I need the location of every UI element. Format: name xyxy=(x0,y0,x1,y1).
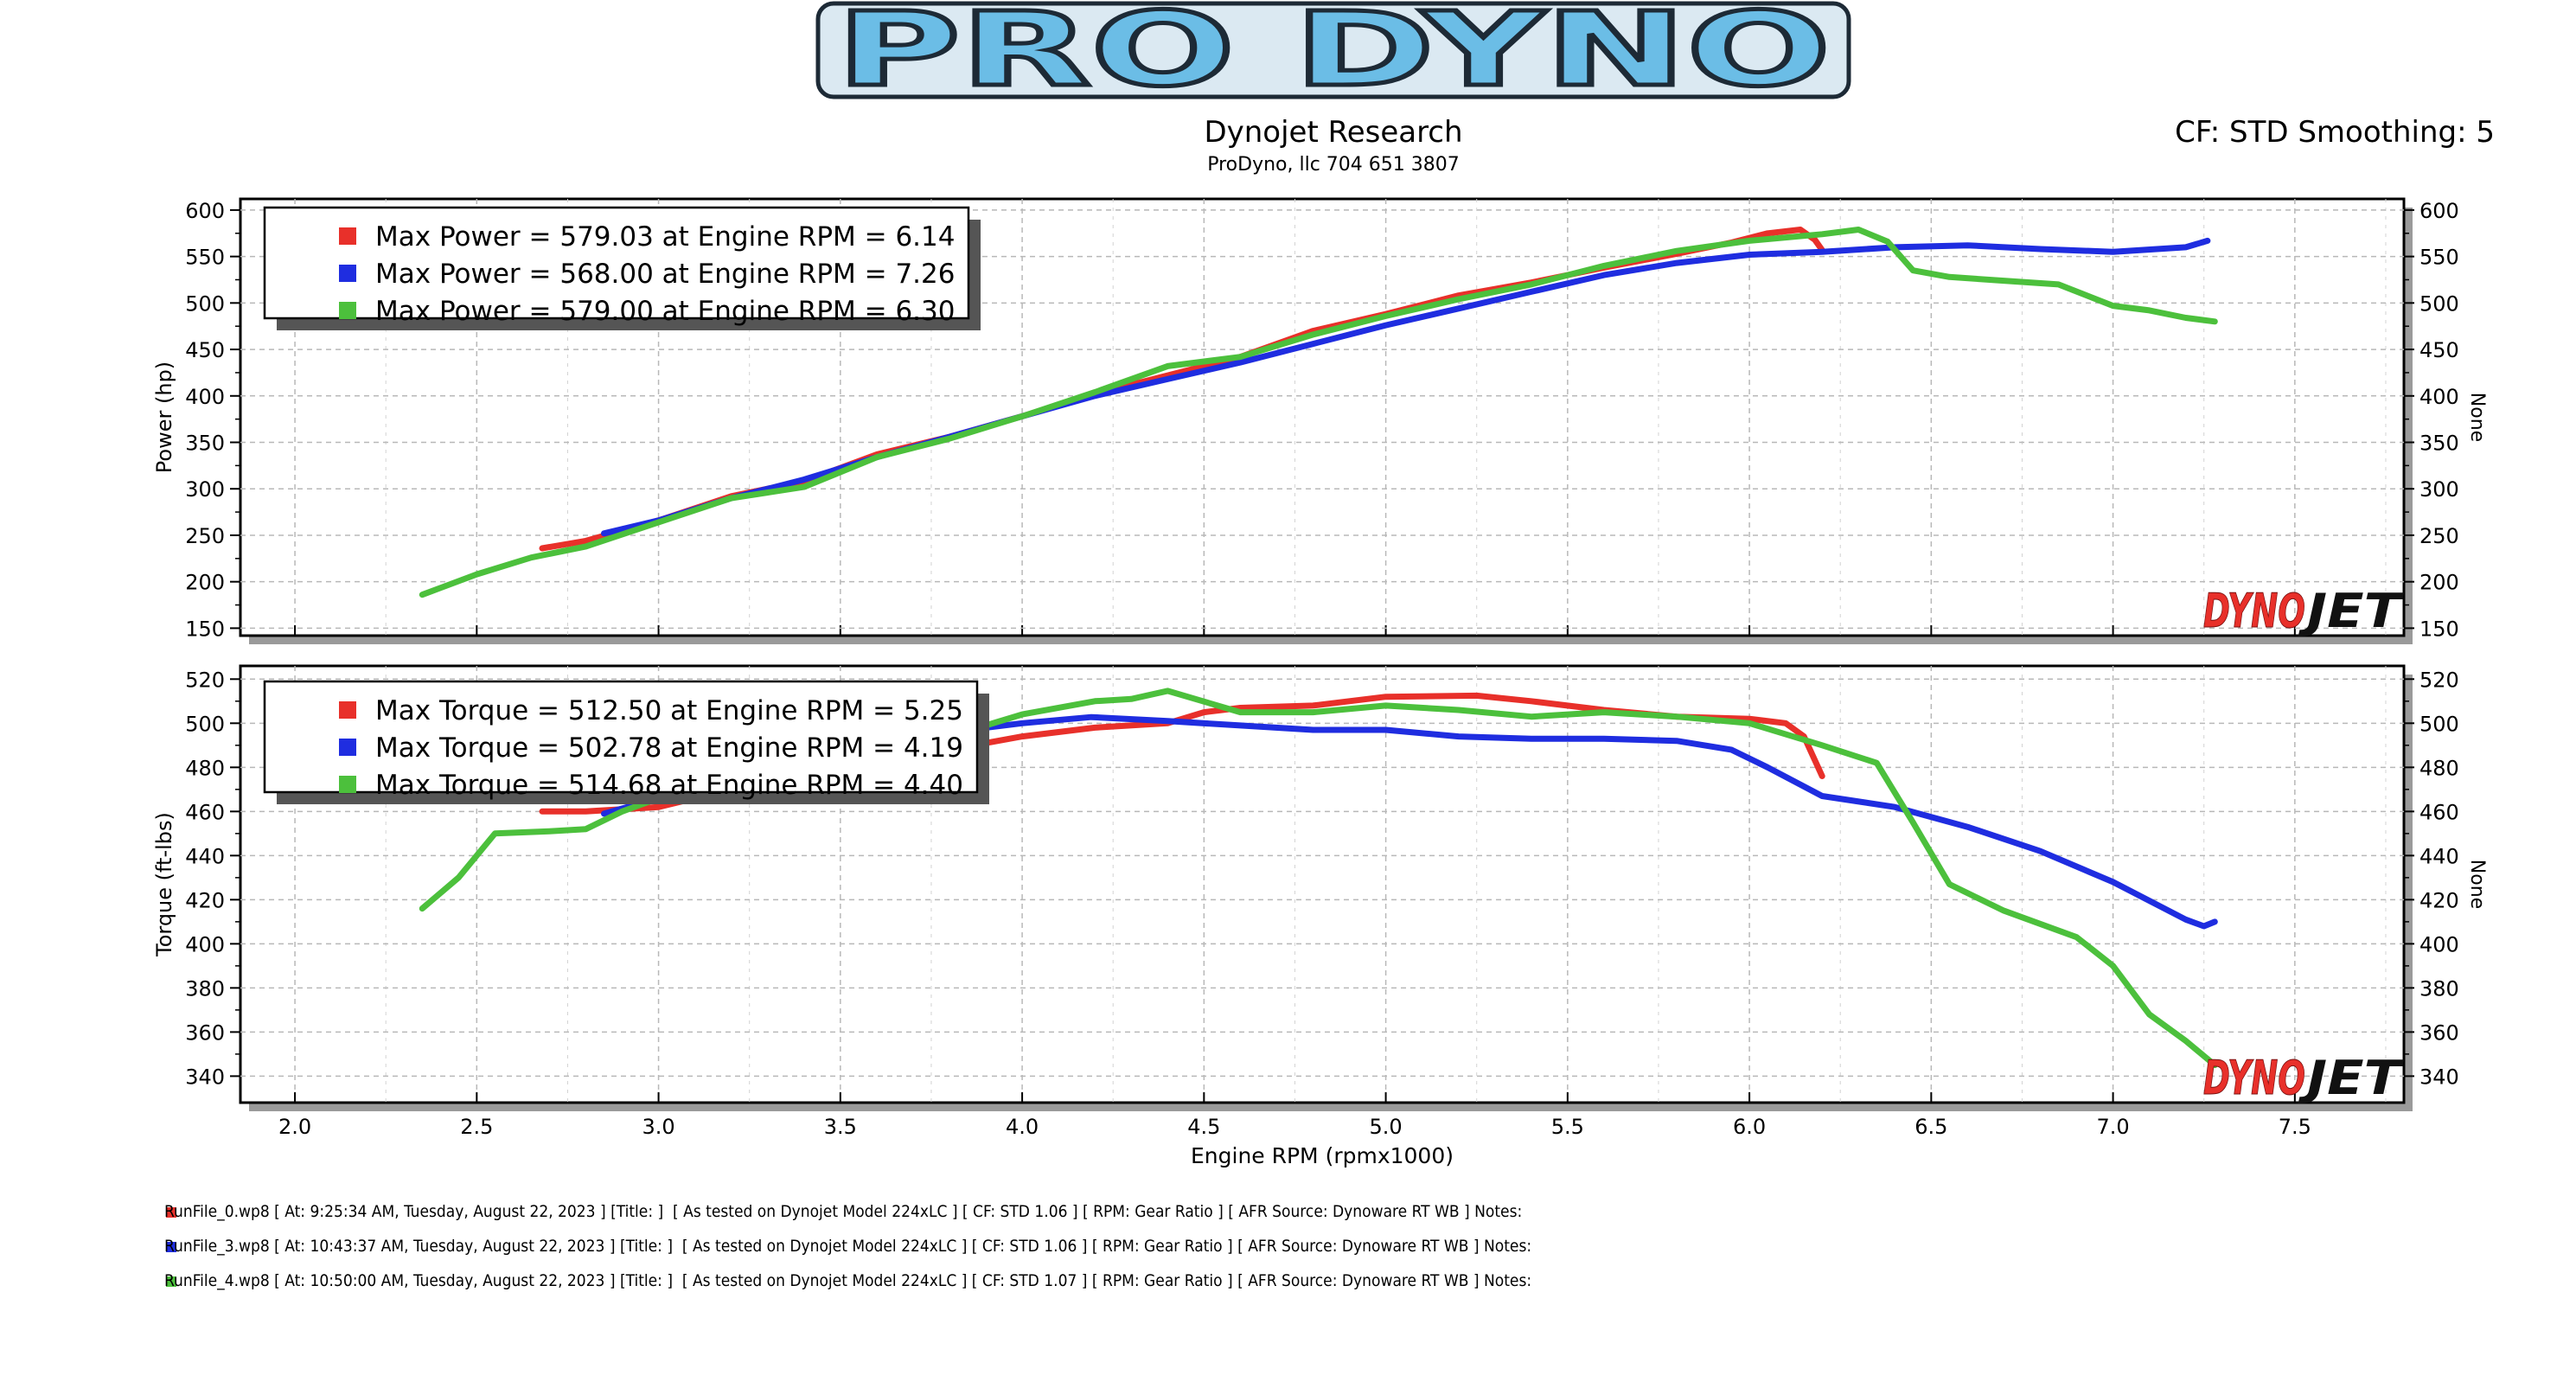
y-tick-label-right: 200 xyxy=(2419,571,2459,595)
y-tick-label: 360 xyxy=(185,1020,225,1045)
y-axis-label: Torque (ft-lbs) xyxy=(152,812,176,957)
x-tick-label: 6.5 xyxy=(1914,1115,1947,1139)
x-tick-label: 3.0 xyxy=(642,1115,674,1139)
y-tick-label-right: 500 xyxy=(2419,291,2459,316)
x-tick-label: 3.5 xyxy=(824,1115,857,1139)
x-tick-label: 5.0 xyxy=(1370,1115,1403,1139)
y-tick-label: 350 xyxy=(185,432,225,456)
x-tick-label: 4.5 xyxy=(1187,1115,1220,1139)
y-tick-label-right: 380 xyxy=(2419,976,2459,1001)
y-tick-label-right: 500 xyxy=(2419,712,2459,736)
y-tick-label: 550 xyxy=(185,246,225,270)
legend-entry-1: Max Power = 568.00 at Engine RPM = 7.26 xyxy=(375,259,955,290)
y-axis-label-right: None xyxy=(2466,393,2488,442)
legend-entry-0: Max Power = 579.03 at Engine RPM = 6.14 xyxy=(375,221,955,253)
y-axis-label: Power (hp) xyxy=(152,361,176,473)
legend-entry-0: Max Torque = 512.50 at Engine RPM = 5.25 xyxy=(375,695,963,726)
y-tick-label: 150 xyxy=(185,617,225,641)
torque-chart: 340 340 360 360 380 380 400 400 420 420 440 440 460 4… xyxy=(152,664,2488,1168)
x-tick-label: 6.0 xyxy=(1733,1115,1766,1139)
y-tick-label-right: 440 xyxy=(2419,844,2459,868)
legend-entry-1: Max Torque = 502.78 at Engine RPM = 4.19 xyxy=(375,732,963,764)
legend-entry-2: Max Torque = 514.68 at Engine RPM = 4.40 xyxy=(375,770,963,801)
pro-dyno-logo: PRO DYNO xyxy=(815,0,1851,112)
y-tick-label-right: 400 xyxy=(2419,932,2459,956)
y-tick-label-right: 520 xyxy=(2419,668,2459,692)
y-tick-label-right: 360 xyxy=(2419,1020,2459,1045)
y-tick-label-right: 350 xyxy=(2419,432,2459,456)
legend-swatch-1 xyxy=(339,739,356,756)
y-tick-label: 600 xyxy=(185,199,225,223)
x-tick-label: 7.5 xyxy=(2279,1115,2311,1139)
y-tick-label: 300 xyxy=(185,477,225,502)
y-tick-label: 420 xyxy=(185,888,225,912)
y-tick-label-right: 480 xyxy=(2419,756,2459,780)
y-tick-label: 440 xyxy=(185,844,225,868)
logo-text: PRO DYNO xyxy=(836,0,1831,109)
legend-swatch-2 xyxy=(339,302,356,319)
y-tick-label-right: 300 xyxy=(2419,477,2459,502)
y-tick-label-right: 450 xyxy=(2419,338,2459,362)
y-tick-label-right: 420 xyxy=(2419,888,2459,912)
cf-smoothing-info: CF: STD Smoothing: 5 xyxy=(2175,115,2495,150)
y-tick-label: 480 xyxy=(185,756,225,780)
chart-subtitle: ProDyno, llc 704 651 3807 xyxy=(1207,154,1460,176)
x-tick-label: 4.0 xyxy=(1006,1115,1039,1139)
run-3-color-marker xyxy=(166,1242,176,1252)
run-file-0: RunFile_0.wp8 [ At: 9:25:34 AM, Tuesday,… xyxy=(164,1202,1523,1221)
series-line-2 xyxy=(419,227,2218,598)
x-axis-label: Engine RPM (rpmx1000) xyxy=(1191,1143,1454,1168)
y-tick-label: 450 xyxy=(185,338,225,362)
y-tick-label: 250 xyxy=(185,524,225,548)
y-tick-label: 380 xyxy=(185,976,225,1001)
y-tick-label: 500 xyxy=(185,291,225,316)
chart-title: Dynojet Research xyxy=(1204,115,1462,150)
y-axis-label-right: None xyxy=(2466,860,2488,909)
watermark-dyno: DYNO xyxy=(2203,1051,2305,1105)
y-tick-label-right: 340 xyxy=(2419,1065,2459,1089)
y-tick-label: 200 xyxy=(185,571,225,595)
y-tick-label: 340 xyxy=(185,1065,225,1089)
y-tick-label-right: 250 xyxy=(2419,524,2459,548)
y-tick-label-right: 150 xyxy=(2419,617,2459,641)
x-tick-label: 2.0 xyxy=(278,1115,311,1139)
watermark-dyno: DYNO xyxy=(2203,584,2305,638)
run-4-color-marker xyxy=(166,1276,176,1287)
x-tick-label: 2.5 xyxy=(460,1115,493,1139)
legend-box xyxy=(263,206,970,320)
x-tick-label: 5.5 xyxy=(1551,1115,1584,1139)
y-tick-label-right: 550 xyxy=(2419,246,2459,270)
series-line-2 xyxy=(419,688,2218,1069)
y-tick-label-right: 460 xyxy=(2419,800,2459,824)
legend-swatch-0 xyxy=(339,701,356,719)
y-tick-label: 400 xyxy=(185,932,225,956)
power-chart: 150 150 200 200 250 250 300 300 350 350 400 400 450 4… xyxy=(152,197,2488,644)
legend-swatch-0 xyxy=(339,227,356,245)
y-tick-label: 400 xyxy=(185,385,225,409)
watermark-jet: JET xyxy=(2298,1051,2405,1105)
legend-swatch-2 xyxy=(339,776,356,793)
y-tick-label: 460 xyxy=(185,800,225,824)
watermark-jet: JET xyxy=(2298,584,2405,638)
run-file-4: RunFile_4.wp8 [ At: 10:50:00 AM, Tuesday… xyxy=(164,1271,1532,1290)
legend-swatch-1 xyxy=(339,265,356,282)
y-tick-label: 520 xyxy=(185,668,225,692)
x-tick-label: 7.0 xyxy=(2097,1115,2130,1139)
legend-entry-2: Max Power = 579.00 at Engine RPM = 6.30 xyxy=(375,296,955,327)
y-tick-label: 500 xyxy=(185,712,225,736)
run-0-color-marker xyxy=(166,1207,176,1218)
run-file-3: RunFile_3.wp8 [ At: 10:43:37 AM, Tuesday… xyxy=(164,1237,1532,1256)
y-tick-label-right: 600 xyxy=(2419,199,2459,223)
legend-box xyxy=(263,680,979,794)
y-tick-label-right: 400 xyxy=(2419,385,2459,409)
